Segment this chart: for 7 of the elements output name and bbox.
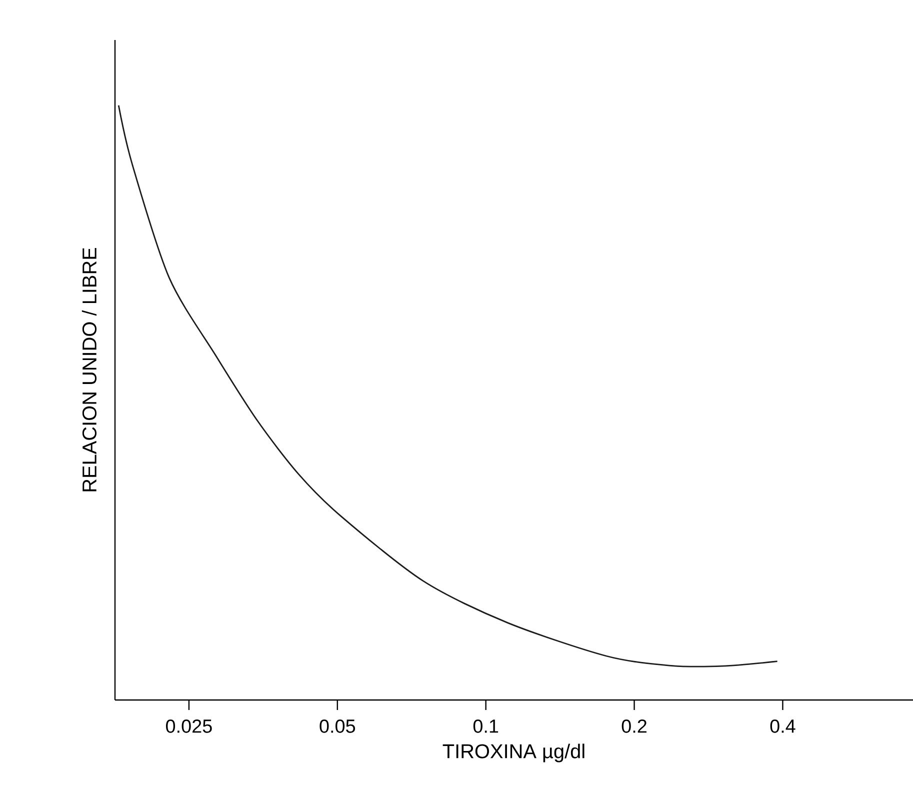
x-tick-label: 0.2 xyxy=(622,719,646,733)
x-tick-label: 0.05 xyxy=(320,719,356,733)
x-tick-label: 0.025 xyxy=(166,719,212,733)
x-tick-label: 0.4 xyxy=(770,719,796,733)
x-tick-label: 0.1 xyxy=(473,719,498,733)
y-axis-title: RELACION UNIDO / LIBRE xyxy=(82,248,97,492)
x-axis-title: TIROXINA µg/dl xyxy=(442,744,584,762)
